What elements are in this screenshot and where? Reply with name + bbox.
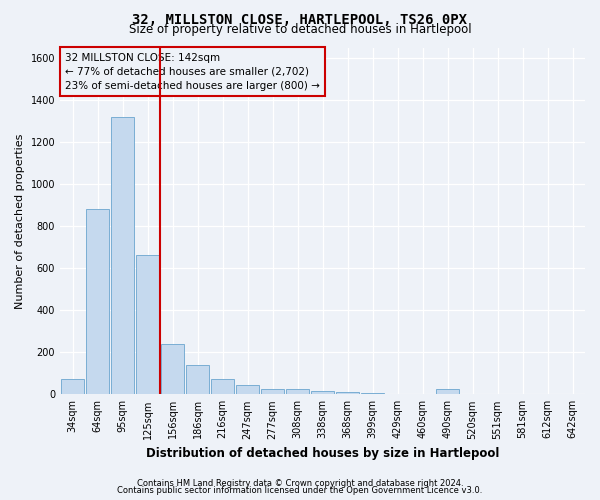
Text: Contains public sector information licensed under the Open Government Licence v3: Contains public sector information licen… (118, 486, 482, 495)
Bar (61, 378, 84, 394)
Text: 32 MILLSTON CLOSE: 142sqm
← 77% of detached houses are smaller (2,702)
23% of se: 32 MILLSTON CLOSE: 142sqm ← 77% of detac… (65, 52, 320, 90)
Bar (236, 385, 259, 394)
Y-axis label: Number of detached properties: Number of detached properties (15, 133, 25, 308)
X-axis label: Distribution of detached houses by size in Hartlepool: Distribution of detached houses by size … (146, 447, 499, 460)
Bar (161, 344, 184, 395)
Bar (286, 389, 309, 394)
Bar (261, 389, 284, 394)
Bar (111, 117, 134, 394)
Text: Contains HM Land Registry data © Crown copyright and database right 2024.: Contains HM Land Registry data © Crown c… (137, 478, 463, 488)
Bar (136, 254, 159, 394)
Bar (211, 378, 234, 394)
Bar (311, 391, 334, 394)
Bar (86, 210, 109, 394)
Bar (186, 365, 209, 394)
Bar (336, 392, 359, 394)
Text: Size of property relative to detached houses in Hartlepool: Size of property relative to detached ho… (128, 22, 472, 36)
Text: 32, MILLSTON CLOSE, HARTLEPOOL, TS26 0PX: 32, MILLSTON CLOSE, HARTLEPOOL, TS26 0PX (133, 12, 467, 26)
Bar (436, 389, 459, 394)
